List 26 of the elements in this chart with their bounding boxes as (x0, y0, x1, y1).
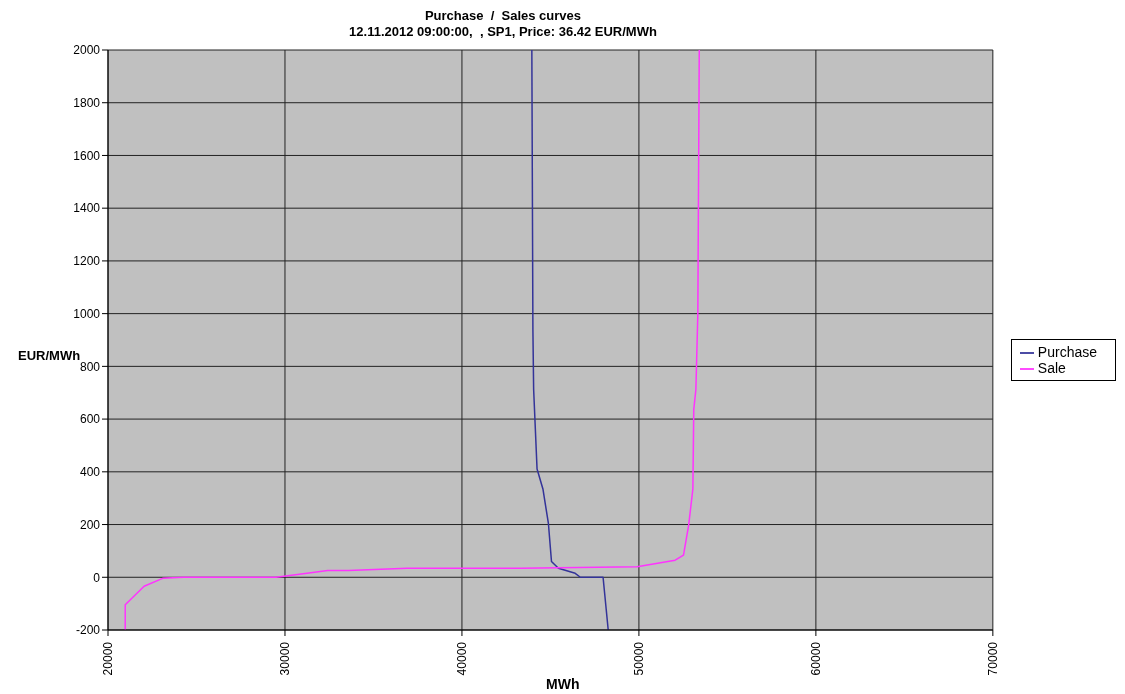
y-tick-label: 1000 (73, 306, 101, 321)
x-tick-label: 30000 (277, 641, 292, 676)
x-tick-label: 40000 (454, 641, 469, 676)
chart-subtitle: 12.11.2012 09:00:00, , SP1, Price: 36.42 EUR/MWh (348, 24, 658, 40)
x-tick-label: 20000 (101, 641, 115, 676)
y-axis-title: EUR/MWh (18, 348, 81, 363)
y-tick-label: 1600 (73, 148, 101, 163)
y-tick-label: 2000 (73, 43, 101, 58)
chart-title: Purchase / Sales curves (423, 8, 583, 24)
x-tick-label: 60000 (808, 641, 823, 676)
y-tick-label: 1800 (73, 95, 101, 110)
y-tick-label: 200 (79, 517, 101, 532)
y-tick-label: 600 (79, 412, 101, 427)
y-tick-label: 800 (79, 359, 101, 374)
y-tick-label: 400 (79, 465, 101, 480)
x-tick-label: 50000 (631, 641, 646, 676)
legend-label: Sale (1037, 360, 1066, 376)
legend-label: Purchase (1037, 343, 1097, 360)
y-tick-label: -200 (75, 623, 101, 638)
y-tick-label: 1400 (73, 201, 101, 216)
line-series (124, 50, 700, 630)
line-series (531, 50, 609, 630)
x-tick-label: 70000 (985, 641, 1000, 676)
y-tick-label: 1200 (73, 254, 101, 269)
x-axis-title: MWh (546, 676, 580, 692)
y-tick-label: 0 (93, 570, 101, 585)
